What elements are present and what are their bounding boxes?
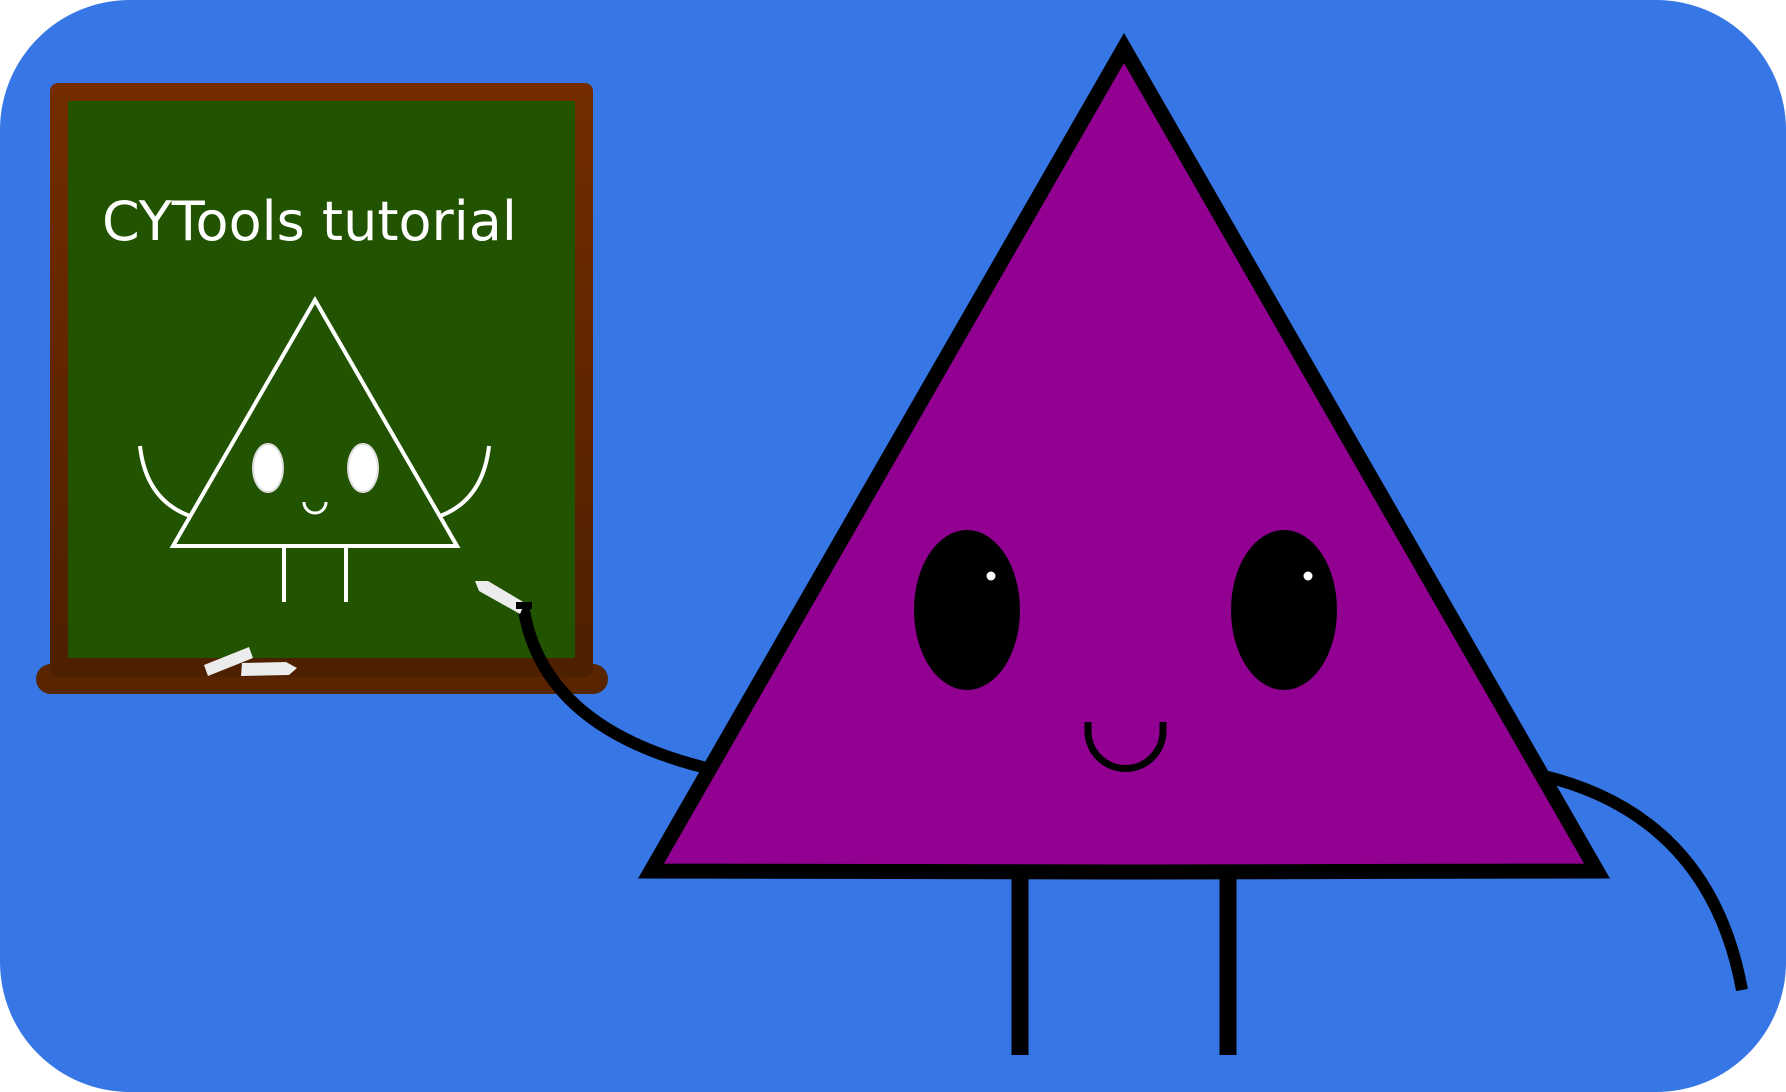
character-hand [516, 602, 532, 609]
chalk-stick-icon [204, 647, 253, 676]
board-drawing-icon [138, 295, 491, 602]
held-chalk-icon [475, 581, 525, 614]
triangle-mascot-icon [638, 32, 1610, 880]
chalk-pieces [204, 647, 297, 676]
chalk-stick-icon [241, 662, 297, 676]
character-right-arm [1538, 769, 1748, 992]
chalkboard [36, 83, 608, 694]
eye-highlight [986, 571, 996, 581]
eye-highlight [1303, 571, 1313, 581]
chalkboard-surface [68, 101, 575, 658]
chalkboard-title: CYTools tutorial [102, 190, 517, 253]
character-left-arm [517, 603, 717, 776]
character-smile [1084, 722, 1167, 772]
character-left-eye [914, 530, 1020, 690]
character-face [914, 530, 1337, 772]
character-right-eye [1231, 530, 1337, 690]
